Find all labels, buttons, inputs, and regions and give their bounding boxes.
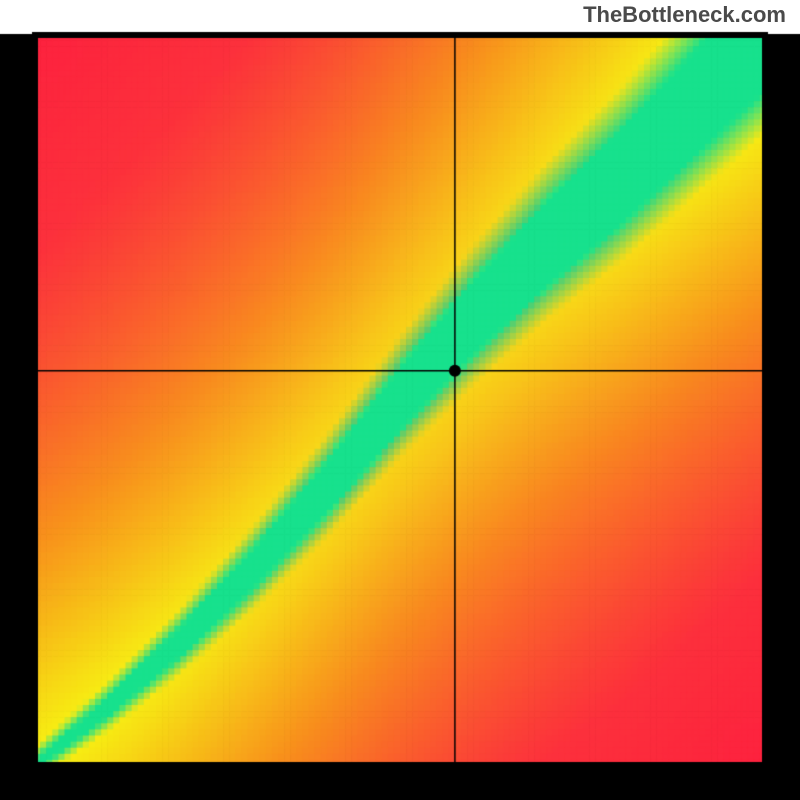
- watermark-text: TheBottleneck.com: [583, 2, 786, 28]
- bottleneck-heatmap: [0, 0, 800, 800]
